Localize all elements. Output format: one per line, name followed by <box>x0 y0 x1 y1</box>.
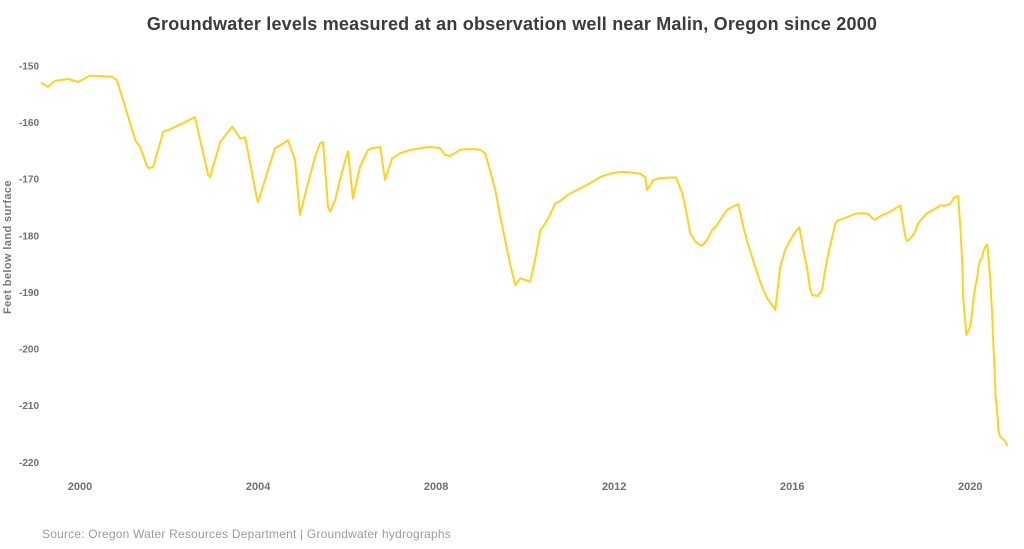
y-axis-title: Feet below land surface <box>2 180 14 314</box>
y-tick-label: -190 <box>19 288 39 299</box>
source-note: Source: Oregon Water Resources Departmen… <box>42 527 451 541</box>
x-tick-label: 2004 <box>246 481 271 493</box>
y-tick-label: -210 <box>19 401 39 412</box>
groundwater-line-chart: Feet below land surface -150 -160 -170 -180… <box>2 62 1009 493</box>
x-tick-label: 2016 <box>780 481 804 493</box>
x-tick-label: 2012 <box>602 481 626 493</box>
chart-title: Groundwater levels measured at an observ… <box>146 14 878 34</box>
y-axis-tick-labels: -150 -160 -170 -180 -190 -200 -210 -220 <box>19 62 39 469</box>
y-tick-label: -220 <box>19 458 39 469</box>
x-axis-tick-labels: 2000 2004 2008 2012 2016 2020 <box>68 481 983 493</box>
y-tick-label: -150 <box>19 62 39 73</box>
x-tick-label: 2020 <box>958 481 982 493</box>
y-tick-label: -160 <box>19 118 39 129</box>
y-tick-label: -200 <box>19 345 39 356</box>
x-tick-label: 2008 <box>424 481 448 493</box>
x-tick-label: 2000 <box>68 481 92 493</box>
y-tick-label: -180 <box>19 231 39 242</box>
y-tick-label: -170 <box>19 175 39 186</box>
groundwater-line <box>40 74 1009 447</box>
